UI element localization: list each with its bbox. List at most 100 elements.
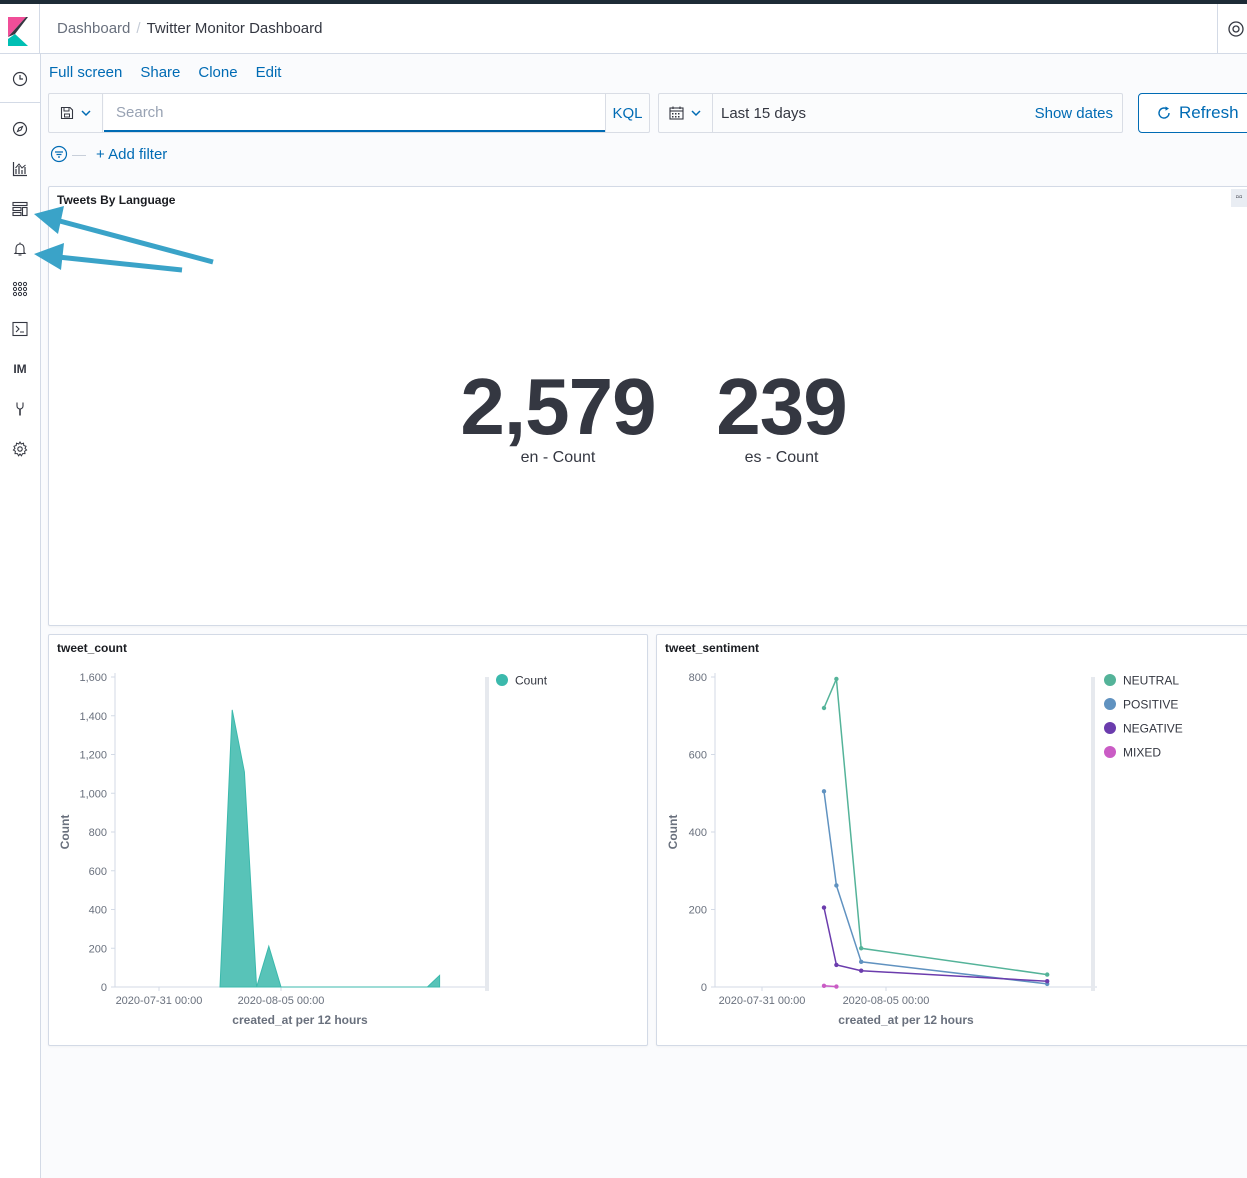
panel-title: tweet_sentiment xyxy=(665,641,760,655)
clock-icon xyxy=(12,71,28,87)
legend-divider xyxy=(485,677,489,991)
nav-visualize[interactable] xyxy=(0,154,40,184)
refresh-button[interactable]: Refresh xyxy=(1138,93,1247,133)
edit-link[interactable]: Edit xyxy=(255,64,282,81)
metric-es: 239 es - Count xyxy=(704,367,859,467)
date-picker: Last 15 days Show dates xyxy=(658,93,1123,133)
legend-swatch-positive xyxy=(1104,698,1116,710)
im-badge: IM xyxy=(13,362,27,376)
legend-swatch-negative xyxy=(1104,722,1116,734)
panel-tweets-by-language: Tweets By Language ▫▫ 2,579 en - Count 2… xyxy=(48,186,1247,626)
add-filter-button[interactable]: + Add filter xyxy=(96,145,168,163)
chevron-down-icon xyxy=(80,110,91,117)
chevron-down-icon xyxy=(691,110,701,117)
tweet-sentiment-chart: 0 200 400 600 800 2020-07-31 00:00 2020-08-05 … xyxy=(666,672,1183,1027)
legend-label-positive: POSITIVE xyxy=(1123,698,1178,712)
nav-dashboard[interactable] xyxy=(0,194,40,224)
query-language-button[interactable]: KQL xyxy=(605,94,649,132)
nav-recently-viewed[interactable] xyxy=(0,64,40,94)
tweet-count-chart: 0 200 400 600 800 1,000 1,200 1,400 1,600 2020-07… xyxy=(58,672,548,1027)
quick-select-button[interactable] xyxy=(659,94,713,132)
panel-tweet-sentiment: tweet_sentiment 0 200 400 600 800 2020-07-31 … xyxy=(656,634,1247,1046)
clone-link[interactable]: Clone xyxy=(198,64,238,81)
data-point-positive xyxy=(834,883,839,888)
metric-label: es - Count xyxy=(744,449,819,466)
nav-management[interactable] xyxy=(0,434,40,464)
time-range-text[interactable]: Last 15 days xyxy=(721,105,807,122)
legend-label-mixed: MIXED xyxy=(1123,746,1161,760)
x-tick-label: 2020-07-31 00:00 xyxy=(719,995,806,1007)
breadcrumb-dashboard[interactable]: Dashboard xyxy=(57,20,131,37)
nav-apps[interactable] xyxy=(0,274,40,304)
panel-options-icon[interactable]: ▫▫ xyxy=(1231,189,1247,207)
y-tick-label: 800 xyxy=(689,672,707,684)
y-tick-label: 0 xyxy=(101,982,107,994)
y-tick-label: 600 xyxy=(689,750,707,762)
gear-icon xyxy=(12,441,28,457)
top-menu: Full screen Share Clone Edit xyxy=(49,64,299,81)
breadcrumb-separator: / xyxy=(136,20,141,37)
y-tick-label: 0 xyxy=(701,982,707,994)
data-point-neutral xyxy=(859,946,864,951)
y-tick-label: 1,000 xyxy=(79,788,107,800)
nav-monitoring[interactable] xyxy=(0,394,40,424)
y-tick-label: 1,400 xyxy=(79,711,107,723)
dashboard-icon xyxy=(12,201,28,217)
terminal-icon xyxy=(12,321,28,337)
x-axis-label: created_at per 12 hours xyxy=(232,1013,368,1027)
nav-discover[interactable] xyxy=(0,114,40,144)
data-point-mixed xyxy=(821,983,827,989)
legend-label-negative: NEGATIVE xyxy=(1123,722,1183,736)
x-tick-label: 2020-08-05 00:00 xyxy=(843,995,930,1007)
refresh-icon xyxy=(1158,106,1170,119)
filter-divider: — xyxy=(72,146,86,162)
panel-tweet-count: tweet_count 0 200 400 600 800 1,000 1,200 1,400… xyxy=(48,634,648,1046)
x-tick-label: 2020-07-31 00:00 xyxy=(116,995,203,1007)
metric-value: 2,579 xyxy=(460,362,656,451)
breadcrumb-current: Twitter Monitor Dashboard xyxy=(146,20,323,37)
wrench-icon xyxy=(16,402,24,416)
breadcrumb: Dashboard / Twitter Monitor Dashboard xyxy=(57,20,322,37)
nav-index-management[interactable]: IM xyxy=(0,354,40,384)
y-tick-label: 1,600 xyxy=(79,672,107,684)
search-input[interactable] xyxy=(104,94,606,132)
line-series-neutral xyxy=(823,678,1048,976)
area-series-count xyxy=(219,709,441,988)
y-tick-label: 400 xyxy=(89,905,107,917)
share-link[interactable]: Share xyxy=(140,64,181,81)
show-dates-link[interactable]: Show dates xyxy=(1034,105,1113,122)
nav-divider xyxy=(0,102,40,103)
chart-icon xyxy=(12,162,27,177)
data-point-negative xyxy=(1045,978,1050,984)
metric-value: 239 xyxy=(716,362,847,451)
legend-swatch-mixed xyxy=(1104,746,1116,758)
data-point-neutral xyxy=(1045,972,1050,977)
legend-divider xyxy=(1091,677,1095,991)
filter-options-icon[interactable] xyxy=(50,145,68,163)
browser-top-strip xyxy=(0,0,1247,4)
filter-bar: — + Add filter xyxy=(50,144,167,164)
x-axis-label: created_at per 12 hours xyxy=(838,1013,974,1027)
y-tick-label: 800 xyxy=(89,827,107,839)
save-icon xyxy=(60,106,73,120)
app-header: Dashboard / Twitter Monitor Dashboard xyxy=(0,4,1247,54)
data-point-mixed xyxy=(834,984,839,989)
refresh-label: Refresh xyxy=(1179,103,1239,122)
nav-dev-tools[interactable] xyxy=(0,314,40,344)
kibana-logo-icon[interactable] xyxy=(0,4,40,54)
data-point-neutral xyxy=(834,676,839,682)
y-axis-label: Count xyxy=(666,815,680,850)
data-point-neutral xyxy=(821,705,827,711)
full-screen-link[interactable]: Full screen xyxy=(49,64,123,81)
y-tick-label: 400 xyxy=(689,827,707,839)
nav-alerting[interactable] xyxy=(0,234,40,264)
line-series-positive xyxy=(823,791,1048,985)
saved-query-button[interactable] xyxy=(49,94,103,132)
metric-label: en - Count xyxy=(520,449,596,466)
data-point-positive xyxy=(859,959,864,965)
legend-swatch-neutral xyxy=(1104,674,1116,686)
y-tick-label: 1,200 xyxy=(79,750,107,762)
query-bar: KQL xyxy=(48,93,650,133)
help-icon[interactable] xyxy=(1217,4,1247,54)
legend-label-neutral: NEUTRAL xyxy=(1123,674,1179,688)
